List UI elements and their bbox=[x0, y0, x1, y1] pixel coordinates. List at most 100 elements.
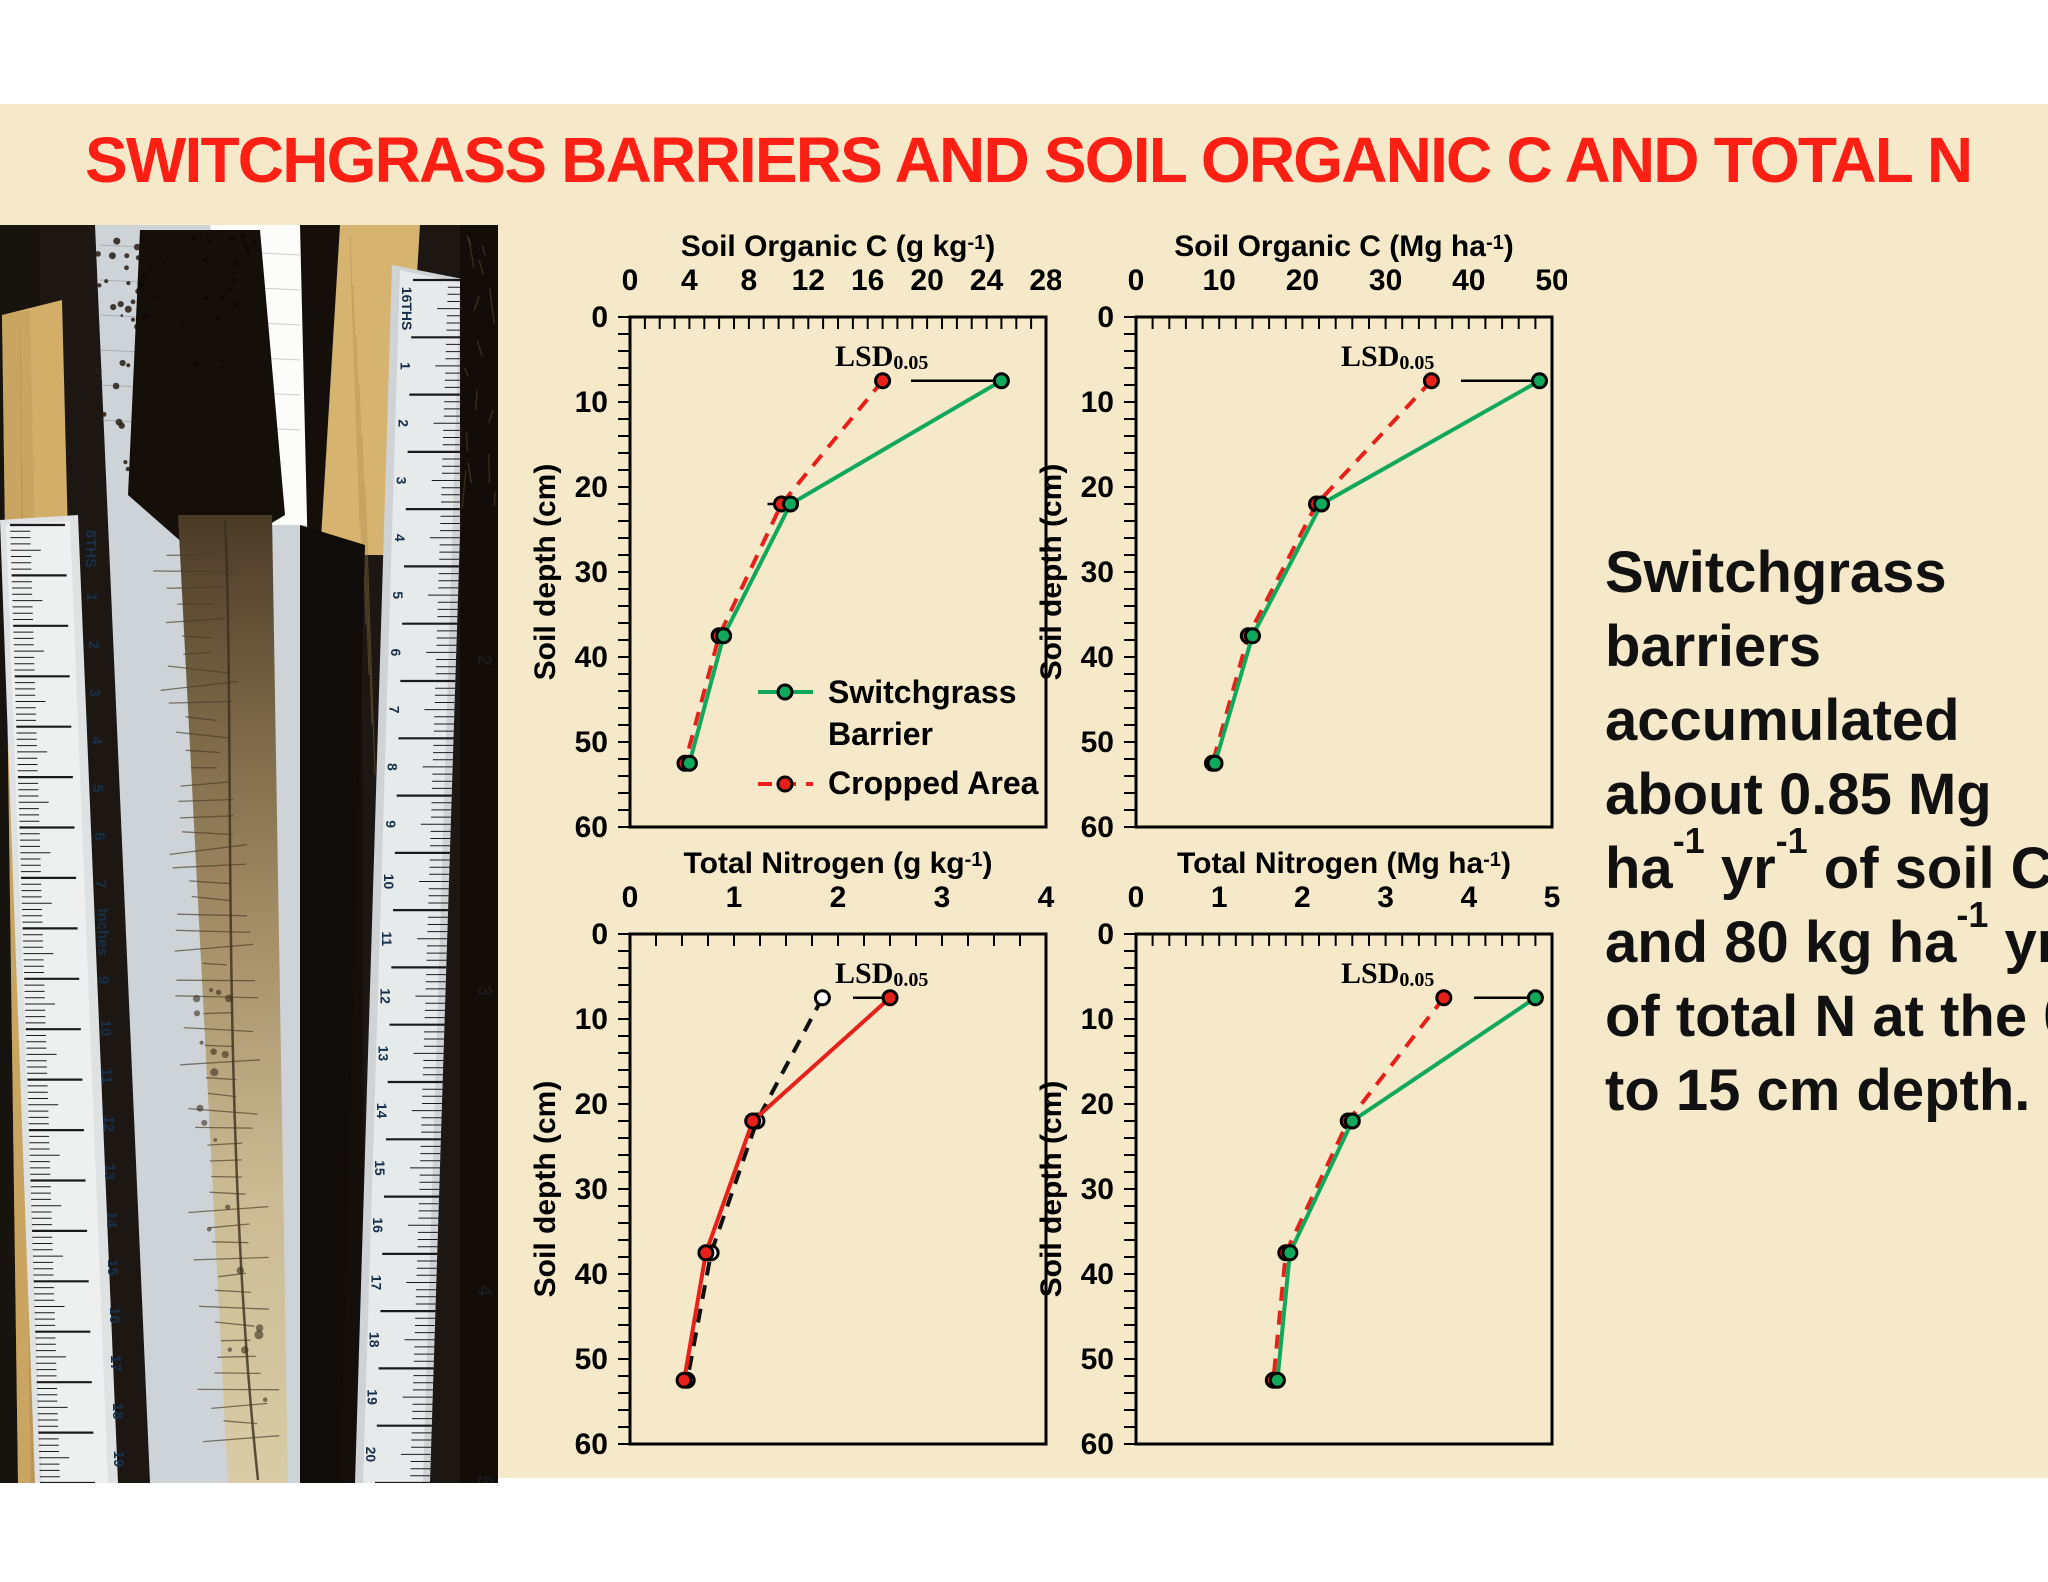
svg-text:Soil depth (cm): Soil depth (cm) bbox=[529, 464, 562, 681]
svg-text:0: 0 bbox=[591, 301, 608, 334]
svg-text:20: 20 bbox=[363, 1447, 379, 1463]
svg-text:4: 4 bbox=[1460, 881, 1477, 914]
svg-text:Switchgrass: Switchgrass bbox=[828, 674, 1017, 710]
svg-text:11: 11 bbox=[98, 1068, 115, 1084]
svg-text:2: 2 bbox=[85, 641, 102, 649]
svg-text:LSD0.05: LSD0.05 bbox=[835, 957, 928, 991]
svg-text:0: 0 bbox=[591, 918, 608, 951]
svg-text:13: 13 bbox=[101, 1163, 118, 1180]
svg-text:4: 4 bbox=[473, 1285, 495, 1297]
svg-text:3: 3 bbox=[394, 477, 410, 485]
svg-text:0: 0 bbox=[1097, 301, 1114, 334]
svg-text:17: 17 bbox=[107, 1355, 124, 1372]
svg-text:30: 30 bbox=[575, 1173, 608, 1206]
svg-text:0: 0 bbox=[1097, 918, 1114, 951]
svg-text:3: 3 bbox=[934, 881, 951, 914]
svg-text:9: 9 bbox=[383, 820, 399, 828]
svg-text:6: 6 bbox=[91, 832, 108, 840]
svg-text:LSD0.05: LSD0.05 bbox=[835, 340, 928, 374]
svg-text:2: 2 bbox=[830, 881, 847, 914]
svg-text:2: 2 bbox=[1294, 881, 1311, 914]
svg-text:50: 50 bbox=[1081, 1343, 1114, 1376]
svg-text:10: 10 bbox=[97, 1020, 114, 1037]
svg-text:1: 1 bbox=[397, 362, 413, 370]
svg-text:Total Nitrogen (Mg ha-1): Total Nitrogen (Mg ha-1) bbox=[1177, 847, 1511, 880]
svg-text:19: 19 bbox=[110, 1451, 127, 1468]
svg-text:13: 13 bbox=[376, 1046, 392, 1062]
svg-text:0: 0 bbox=[622, 881, 639, 914]
svg-text:0: 0 bbox=[1128, 881, 1145, 914]
svg-text:1: 1 bbox=[83, 593, 100, 601]
svg-text:20: 20 bbox=[575, 471, 608, 504]
svg-text:8: 8 bbox=[741, 264, 758, 297]
svg-text:Soil depth (cm): Soil depth (cm) bbox=[1035, 464, 1068, 681]
svg-text:9: 9 bbox=[95, 976, 112, 984]
svg-text:7: 7 bbox=[386, 706, 402, 714]
svg-text:10: 10 bbox=[575, 1003, 608, 1036]
svg-text:1: 1 bbox=[726, 881, 743, 914]
svg-text:5: 5 bbox=[473, 1475, 495, 1483]
svg-text:60: 60 bbox=[575, 1428, 608, 1461]
svg-text:5: 5 bbox=[89, 784, 106, 792]
svg-text:Soil Organic C (Mg ha-1): Soil Organic C (Mg ha-1) bbox=[1174, 230, 1514, 263]
svg-text:LSD0.05: LSD0.05 bbox=[1341, 340, 1434, 374]
svg-text:50: 50 bbox=[1535, 264, 1567, 297]
svg-text:17: 17 bbox=[368, 1275, 384, 1291]
svg-text:8: 8 bbox=[385, 763, 401, 771]
svg-text:12: 12 bbox=[100, 1115, 117, 1132]
svg-text:11: 11 bbox=[379, 931, 395, 946]
svg-text:3: 3 bbox=[86, 688, 103, 696]
svg-text:12: 12 bbox=[377, 988, 393, 1004]
svg-text:24: 24 bbox=[970, 264, 1004, 297]
svg-text:16: 16 bbox=[851, 264, 884, 297]
svg-text:20: 20 bbox=[1081, 471, 1114, 504]
svg-text:10: 10 bbox=[1203, 264, 1236, 297]
svg-text:3: 3 bbox=[1377, 881, 1394, 914]
svg-text:0: 0 bbox=[622, 264, 639, 297]
svg-text:Inches: Inches bbox=[94, 908, 111, 956]
svg-text:1: 1 bbox=[1211, 881, 1228, 914]
svg-text:18: 18 bbox=[109, 1403, 126, 1420]
svg-text:10: 10 bbox=[1081, 386, 1114, 419]
svg-text:16: 16 bbox=[370, 1217, 386, 1233]
svg-text:4: 4 bbox=[681, 264, 698, 297]
svg-text:10: 10 bbox=[575, 386, 608, 419]
svg-text:20: 20 bbox=[910, 264, 943, 297]
svg-text:7: 7 bbox=[92, 880, 109, 888]
svg-text:10: 10 bbox=[381, 874, 397, 890]
svg-text:20: 20 bbox=[575, 1088, 608, 1121]
svg-text:Soil Organic C (g kg-1): Soil Organic C (g kg-1) bbox=[681, 230, 996, 263]
svg-text:10: 10 bbox=[1081, 1003, 1114, 1036]
svg-text:50: 50 bbox=[575, 1343, 608, 1376]
svg-text:40: 40 bbox=[575, 641, 608, 674]
svg-text:40: 40 bbox=[1452, 264, 1485, 297]
svg-text:30: 30 bbox=[1081, 556, 1114, 589]
svg-text:15: 15 bbox=[372, 1160, 388, 1176]
svg-text:Soil depth (cm): Soil depth (cm) bbox=[1035, 1081, 1068, 1298]
svg-text:5: 5 bbox=[1544, 881, 1561, 914]
svg-text:8THS: 8THS bbox=[82, 530, 99, 568]
svg-text:14: 14 bbox=[374, 1103, 390, 1119]
svg-text:50: 50 bbox=[575, 726, 608, 759]
svg-text:18: 18 bbox=[367, 1332, 383, 1348]
svg-text:50: 50 bbox=[1081, 726, 1114, 759]
svg-text:19: 19 bbox=[365, 1389, 381, 1405]
svg-text:2: 2 bbox=[396, 419, 412, 427]
svg-text:16THS: 16THS bbox=[399, 287, 415, 331]
svg-text:2: 2 bbox=[473, 655, 495, 666]
svg-text:16: 16 bbox=[106, 1307, 123, 1324]
svg-text:30: 30 bbox=[575, 556, 608, 589]
svg-text:Barrier: Barrier bbox=[828, 716, 933, 752]
svg-text:40: 40 bbox=[1081, 641, 1114, 674]
svg-text:20: 20 bbox=[1286, 264, 1319, 297]
svg-text:40: 40 bbox=[1081, 1258, 1114, 1291]
svg-text:14: 14 bbox=[103, 1211, 120, 1228]
svg-text:Total Nitrogen (g kg-1): Total Nitrogen (g kg-1) bbox=[684, 847, 993, 880]
svg-text:12: 12 bbox=[792, 264, 825, 297]
svg-text:3: 3 bbox=[473, 985, 495, 996]
svg-text:Cropped Area: Cropped Area bbox=[828, 765, 1039, 801]
svg-text:30: 30 bbox=[1369, 264, 1402, 297]
svg-text:40: 40 bbox=[575, 1258, 608, 1291]
svg-text:15: 15 bbox=[104, 1259, 121, 1276]
svg-text:4: 4 bbox=[88, 736, 105, 745]
